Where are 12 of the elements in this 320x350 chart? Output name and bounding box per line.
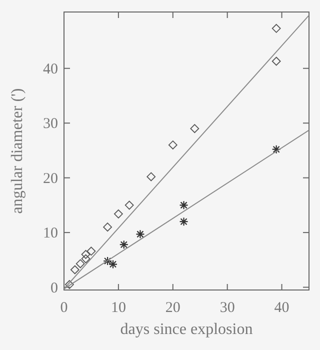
y-tick-label: 10 [43,226,58,242]
x-tick-label: 40 [274,300,290,316]
y-tick-label: 0 [50,280,58,296]
y-tick-label: 30 [43,116,58,132]
x-tick-label: 10 [110,300,126,316]
x-axis-title: days since explosion [120,321,253,338]
y-tick-label: 40 [43,61,58,78]
y-axis-title: angular diameter (') [9,88,26,214]
x-tick-label: 0 [60,300,68,316]
x-tick-label: 30 [220,300,235,316]
y-tick-label: 20 [43,170,58,187]
x-tick-label: 20 [165,300,180,316]
